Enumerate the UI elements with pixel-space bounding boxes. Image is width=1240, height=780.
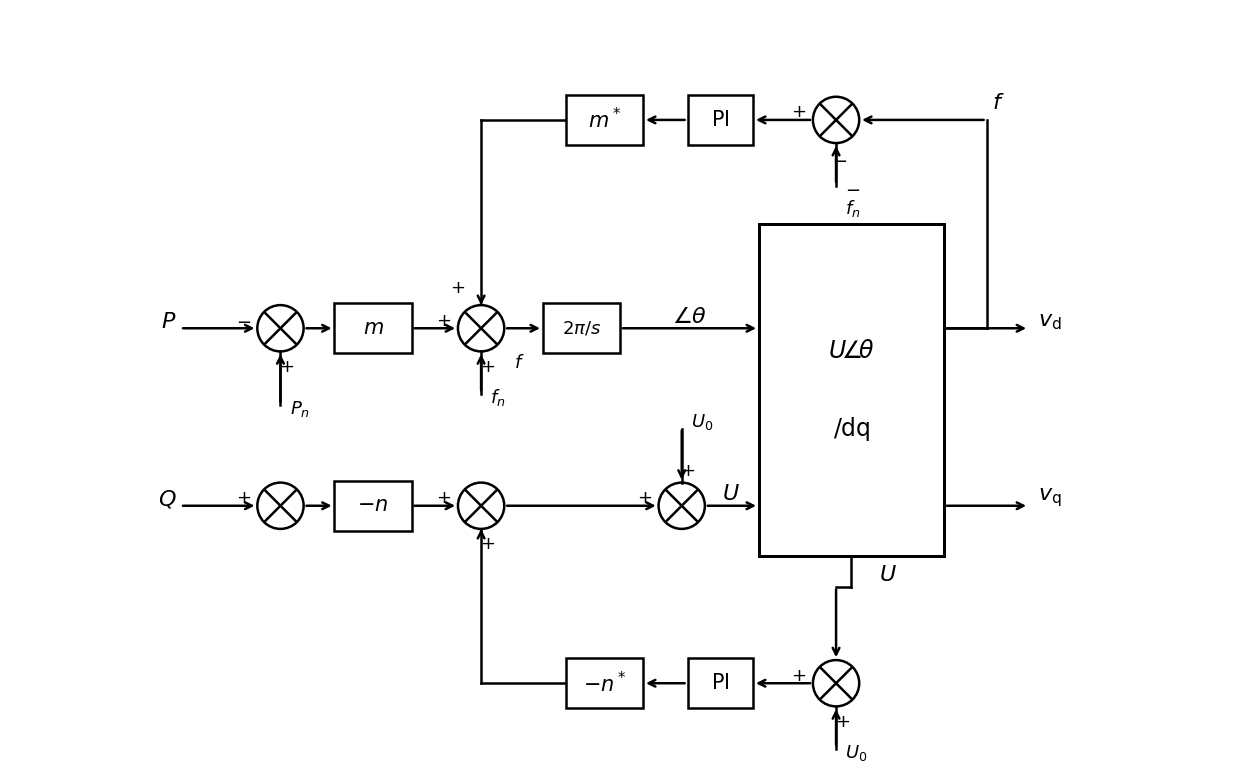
Text: $U$: $U$ <box>722 483 740 505</box>
Text: $f$: $f$ <box>992 92 1004 114</box>
Text: $-n^*$: $-n^*$ <box>583 671 626 696</box>
Text: $+$: $+$ <box>279 358 294 376</box>
Text: $P_n$: $P_n$ <box>290 399 310 420</box>
Text: $/\mathrm{dq}$: $/\mathrm{dq}$ <box>832 415 870 442</box>
Text: $+$: $+$ <box>637 489 652 507</box>
Text: $+$: $+$ <box>835 713 849 731</box>
Text: $-$: $-$ <box>832 151 847 169</box>
Bar <box>759 224 944 556</box>
Text: $U$: $U$ <box>878 564 897 587</box>
Text: $P$: $P$ <box>161 311 176 333</box>
Text: $-$: $-$ <box>236 311 250 329</box>
Text: $U_0$: $U_0$ <box>691 413 713 432</box>
Text: $+$: $+$ <box>236 489 250 507</box>
Text: $m$: $m$ <box>362 319 383 338</box>
Bar <box>565 95 644 145</box>
Bar <box>335 303 412 353</box>
Text: $-n$: $-n$ <box>357 496 388 516</box>
Text: $+$: $+$ <box>791 667 806 685</box>
Text: $+$: $+$ <box>436 311 451 329</box>
Text: $+$: $+$ <box>791 103 806 121</box>
Bar <box>687 658 753 708</box>
Text: $+$: $+$ <box>681 462 696 480</box>
Bar <box>687 95 753 145</box>
Bar <box>543 303 620 353</box>
Text: $+$: $+$ <box>450 279 465 297</box>
Text: $m^*$: $m^*$ <box>588 108 621 133</box>
Text: $Q$: $Q$ <box>157 488 176 511</box>
Text: $+$: $+$ <box>480 358 495 376</box>
Text: $U\!\angle\!\theta$: $U\!\angle\!\theta$ <box>828 340 875 363</box>
Text: $v_\mathrm{q}$: $v_\mathrm{q}$ <box>1038 487 1061 509</box>
Text: $+$: $+$ <box>480 535 495 553</box>
Text: $\mathrm{PI}$: $\mathrm{PI}$ <box>711 673 729 693</box>
Text: $U_0$: $U_0$ <box>846 743 868 763</box>
Text: $f$: $f$ <box>513 354 525 372</box>
Text: $-$: $-$ <box>846 180 861 198</box>
Text: $+$: $+$ <box>436 489 451 507</box>
Bar <box>565 658 644 708</box>
Text: $f_n$: $f_n$ <box>846 198 861 219</box>
Text: $\angle\theta$: $\angle\theta$ <box>672 306 707 328</box>
Bar <box>335 480 412 531</box>
Text: $2\pi/s$: $2\pi/s$ <box>562 319 601 337</box>
Text: $\mathrm{PI}$: $\mathrm{PI}$ <box>711 110 729 130</box>
Text: $v_\mathrm{d}$: $v_\mathrm{d}$ <box>1038 310 1061 332</box>
Text: $f_n$: $f_n$ <box>490 387 506 408</box>
